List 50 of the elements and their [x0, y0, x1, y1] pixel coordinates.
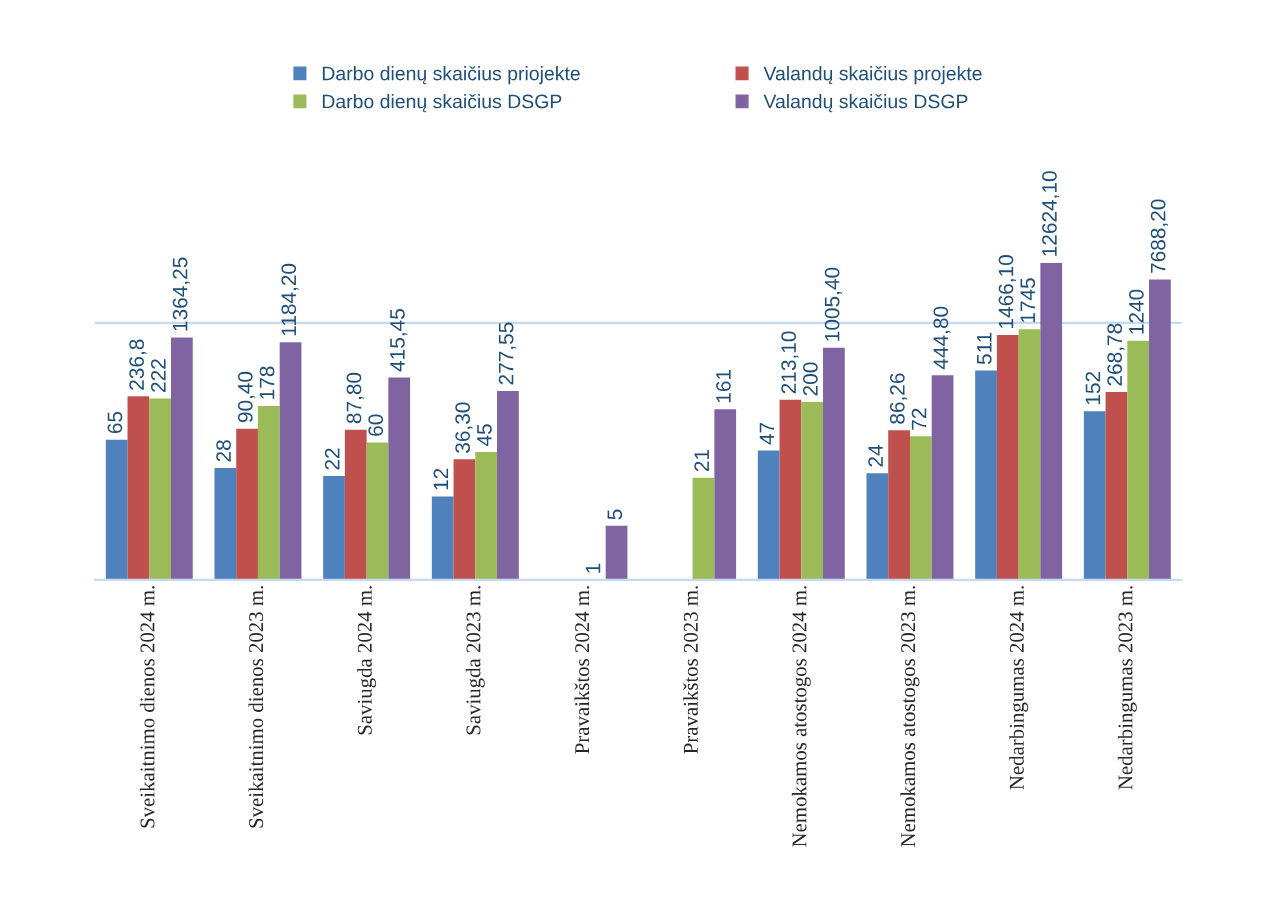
data-label: 1745 [1020, 278, 1036, 323]
data-label: 200 [803, 362, 818, 396]
legend-label: Valandų skaičius projekte [763, 66, 982, 85]
x-tick-label: Nemokamos atostogos 2023 m. [900, 586, 920, 847]
data-label: 277,55 [498, 322, 516, 385]
data-label: 65 [107, 411, 123, 434]
data-label: 1364,25 [172, 257, 190, 331]
data-label: 90,40 [237, 371, 256, 423]
data-label: 21 [694, 449, 709, 472]
legend-label: Darbo dienų skaičius priojekte [322, 66, 580, 85]
data-label: 415,45 [390, 309, 408, 372]
data-label: 1240 [1129, 289, 1144, 334]
x-tick-label: Saviugda 2023 m. [465, 586, 485, 735]
data-label: 22 [324, 448, 340, 470]
data-label: 12 [433, 468, 449, 490]
x-tick-label: Sveikaitnimo dienos 2024 m. [139, 586, 155, 828]
data-label: 86,26 [889, 373, 908, 424]
data-label: 213,10 [781, 331, 799, 394]
data-label: 511 [977, 332, 992, 365]
data-label: 36,30 [455, 402, 473, 453]
data-label: 60 [368, 414, 384, 436]
data-label: 72 [911, 408, 927, 430]
x-tick-label: Sveikaitnimo dienos 2023 m. [248, 586, 264, 828]
data-label: 1005,40 [824, 267, 842, 341]
data-label: 268,78 [1107, 323, 1125, 386]
legend-label: Darbo dienų skaičius DSGP [322, 93, 562, 113]
data-label: 178 [259, 366, 275, 399]
data-label: 5 [607, 509, 623, 520]
data-label: 222 [150, 359, 166, 392]
legend-label: Valandų skaičius DSGP [763, 93, 968, 113]
data-label: 87,80 [346, 372, 364, 424]
x-tick-label: Saviugda 2024 m. [357, 586, 377, 735]
data-label: 28 [216, 440, 231, 462]
data-label: 47 [759, 422, 775, 445]
data-label: 1466,10 [998, 255, 1016, 328]
data-label: 24 [868, 445, 883, 467]
x-tick-label: Nedarbingumas 2024 m. [1009, 586, 1029, 790]
data-label: 444,80 [933, 306, 951, 370]
data-label: 236,8 [129, 339, 147, 390]
data-label: 45 [477, 424, 492, 447]
x-tick-label: Pravaikštos 2023 m. [683, 586, 698, 754]
data-label: 161 [716, 369, 731, 403]
data-label: 1184,20 [281, 263, 299, 336]
data-label: 7688,20 [1150, 199, 1168, 273]
data-label: 12624,10 [1042, 171, 1060, 256]
data-label: 1 [585, 563, 601, 573]
data-label: 152 [1085, 371, 1101, 405]
x-tick-label: Nemokamos atostogos 2024 m. [791, 586, 811, 847]
x-tick-label: Pravaikštos 2024 m. [574, 586, 590, 754]
x-tick-label: Nedarbingumas 2023 m. [1117, 586, 1137, 790]
